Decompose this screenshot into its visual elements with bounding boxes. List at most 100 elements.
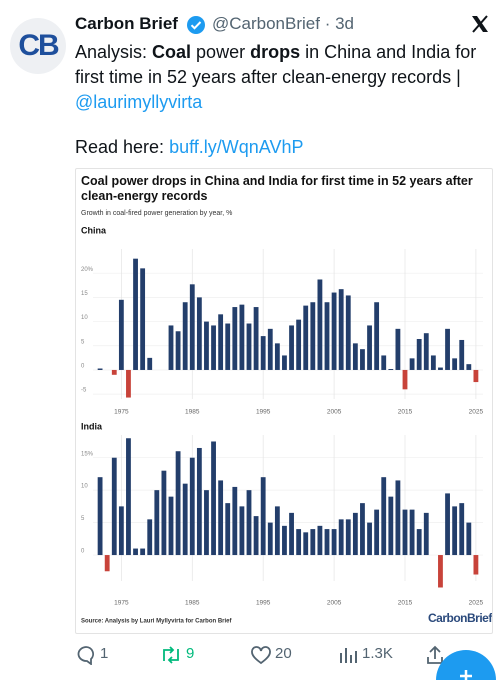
- bar: [452, 358, 458, 370]
- text-segment: in China and India for first time in 52 …: [75, 42, 477, 87]
- text-segment: drops: [250, 42, 301, 62]
- bar: [367, 522, 372, 556]
- bar: [168, 325, 174, 370]
- bar: [126, 438, 131, 556]
- bar: [416, 529, 422, 556]
- bar: [189, 284, 195, 370]
- views-icon[interactable]: [338, 645, 358, 665]
- like-icon[interactable]: [250, 645, 272, 665]
- bar: [253, 516, 259, 556]
- bar: [381, 477, 387, 556]
- bar: [352, 512, 358, 556]
- read-label: Read here:: [75, 137, 170, 157]
- bar: [282, 355, 287, 370]
- bar: [175, 331, 181, 370]
- avatar[interactable]: CB: [10, 18, 66, 74]
- bar: [189, 457, 195, 556]
- bar: [452, 506, 458, 556]
- repost-icon[interactable]: [160, 645, 182, 665]
- x-tick-label: 1985: [185, 409, 200, 416]
- bar: [423, 333, 429, 370]
- bar: [317, 525, 323, 556]
- bar: [274, 506, 280, 556]
- bar: [352, 343, 358, 370]
- bar: [438, 367, 443, 370]
- bar: [409, 509, 415, 556]
- bar: [402, 369, 408, 390]
- bar: [168, 496, 174, 556]
- y-tick-label: 5: [81, 339, 85, 345]
- author-name[interactable]: Carbon Brief: [75, 14, 178, 33]
- link[interactable]: buff.ly/WqnAVhP: [169, 137, 304, 157]
- bar: [225, 323, 231, 370]
- repost-count: 9: [186, 645, 195, 662]
- x-tick-label: 2005: [327, 600, 342, 607]
- handle-time: @CarbonBrief · 3d: [212, 14, 354, 33]
- panel-title: China: [81, 225, 107, 235]
- bar: [204, 321, 209, 370]
- bar: [360, 503, 365, 556]
- bar: [246, 323, 252, 370]
- bar: [331, 292, 337, 370]
- y-tick-label: 5: [81, 516, 85, 522]
- text-segment: power: [191, 42, 251, 62]
- x-tick-label: 2015: [398, 600, 413, 607]
- bar: [133, 258, 138, 370]
- bar: [317, 279, 323, 370]
- bar: [459, 339, 465, 370]
- bar: [260, 336, 266, 370]
- verified-badge: [187, 16, 205, 34]
- bar: [303, 532, 309, 556]
- mention[interactable]: @laurimyllyvirta: [75, 92, 203, 112]
- bar: [289, 325, 294, 370]
- chart-card[interactable]: Coal power drops in China and India for …: [75, 168, 493, 634]
- bar: [331, 529, 337, 556]
- logo: CarbonBrief: [428, 611, 493, 625]
- y-tick-label: 10: [81, 315, 88, 321]
- bar: [360, 349, 365, 370]
- bar: [438, 555, 443, 588]
- bar: [161, 470, 167, 556]
- bar: [289, 512, 294, 556]
- bar: [97, 477, 103, 556]
- bar: [445, 328, 450, 370]
- bar: [196, 447, 202, 556]
- reply-count: 1: [100, 645, 109, 662]
- bar: [267, 328, 273, 370]
- bar: [140, 548, 146, 556]
- source: Source: Analysis by Lauri Myllyvirta for…: [81, 619, 232, 625]
- bar: [324, 302, 330, 370]
- bar: [395, 328, 401, 370]
- bar: [367, 325, 372, 370]
- bar: [345, 519, 351, 556]
- bar: [133, 548, 138, 556]
- reply-icon[interactable]: [76, 645, 96, 665]
- bar: [118, 506, 124, 556]
- bar: [182, 483, 188, 556]
- bar: [296, 319, 302, 370]
- bar: [239, 304, 245, 370]
- bar: [274, 343, 280, 370]
- bar: [473, 555, 479, 575]
- compose-button[interactable]: [430, 642, 502, 680]
- bar: [395, 480, 401, 556]
- figure-title: Coal power drops in China and India for …: [81, 174, 476, 203]
- bar: [204, 490, 209, 556]
- bar: [118, 299, 124, 370]
- panel-title: India: [81, 421, 103, 431]
- bar: [416, 339, 422, 370]
- x-tick-label: 2015: [398, 409, 413, 416]
- bar: [211, 325, 216, 370]
- bar: [225, 503, 231, 556]
- y-tick-label: 0: [81, 364, 85, 370]
- bar: [140, 268, 146, 370]
- share-icon[interactable]: [425, 645, 445, 665]
- x-tick-label: 1975: [114, 409, 129, 416]
- x-tick-label: 1975: [114, 600, 129, 607]
- bar: [324, 529, 330, 556]
- bar: [282, 525, 287, 556]
- bar: [402, 509, 408, 556]
- y-tick-label: 15%: [81, 451, 94, 457]
- bar: [310, 529, 316, 556]
- bar: [459, 503, 465, 556]
